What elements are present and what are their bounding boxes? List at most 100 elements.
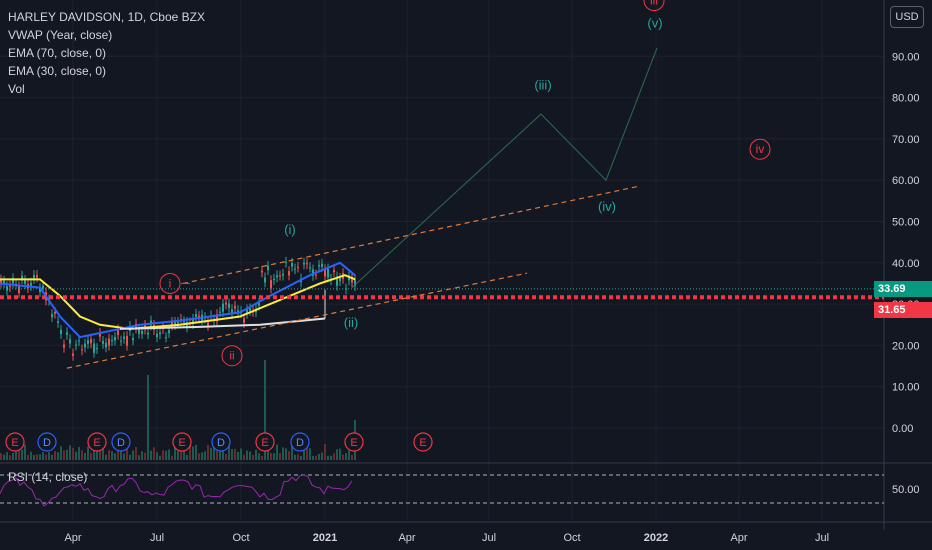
volume-bar	[135, 446, 137, 460]
volume-bar	[114, 453, 116, 460]
candle-body	[276, 275, 278, 278]
volume-bar	[234, 448, 236, 460]
candle-body	[270, 280, 272, 289]
dividend-badge[interactable]	[211, 432, 231, 452]
x-tick-label: Jul	[150, 532, 164, 544]
volume-bar	[201, 452, 203, 460]
wave-label-red: ii	[229, 349, 234, 363]
candle-body	[126, 336, 128, 346]
candle-body	[105, 342, 107, 348]
candle-body	[93, 343, 95, 353]
volume-bar	[309, 448, 311, 460]
volume-bar	[183, 446, 185, 460]
candle-body	[66, 332, 68, 335]
wave-label-red: iii	[650, 0, 658, 8]
candle-body	[123, 336, 125, 339]
volume-bar	[72, 447, 74, 460]
candle-body	[309, 267, 311, 269]
volume-bar	[9, 455, 11, 460]
volume-bar	[99, 450, 101, 460]
candle-body	[315, 274, 317, 276]
volume-bar	[33, 455, 35, 460]
volume-bar	[252, 454, 254, 460]
volume-bar	[276, 444, 278, 460]
volume-bar	[138, 455, 140, 460]
volume-bar	[210, 447, 212, 460]
indicator-ema30[interactable]: EMA (30, close, 0)	[8, 64, 107, 78]
volume-bar	[81, 450, 83, 460]
volume-bar	[345, 452, 347, 460]
volume-bar	[348, 450, 350, 460]
indicator-ema70[interactable]: EMA (70, close, 0)	[8, 46, 107, 60]
volume-bar	[204, 451, 206, 460]
candle-body	[306, 263, 308, 265]
volume-bar	[105, 454, 107, 460]
volume-bar	[132, 450, 134, 460]
y-tick-label: 10.00	[892, 382, 920, 394]
volume-bar	[27, 454, 29, 460]
candle-body	[264, 277, 266, 283]
candle-body	[279, 275, 281, 277]
candle-body	[177, 322, 179, 324]
volume-bar	[150, 450, 152, 460]
volume-bar	[240, 448, 242, 460]
earnings-badge[interactable]	[172, 432, 192, 452]
candle-body	[321, 263, 323, 267]
volume-bar	[321, 452, 323, 460]
level-price-tag: 31.65	[874, 302, 932, 318]
volume-bar	[312, 455, 314, 460]
candle-body	[171, 321, 173, 326]
volume-bar	[153, 447, 155, 460]
volume-bar	[267, 448, 269, 460]
candle-body	[42, 285, 44, 289]
y-tick-label: 90.00	[892, 51, 920, 63]
volume-bar	[162, 450, 164, 460]
candle-body	[324, 269, 326, 277]
candle-body	[219, 311, 221, 313]
dividend-badge[interactable]	[37, 432, 57, 452]
candle-body	[318, 265, 320, 267]
candle-body	[84, 343, 86, 348]
earnings-badge[interactable]	[255, 432, 275, 452]
earnings-badge[interactable]	[87, 432, 107, 452]
earnings-badge[interactable]	[413, 432, 433, 452]
earnings-badge[interactable]	[5, 432, 25, 452]
dividend-badge[interactable]	[290, 432, 310, 452]
volume-bar	[270, 453, 272, 460]
indicator-vol[interactable]: Vol	[8, 82, 25, 96]
x-tick-label: Jul	[815, 532, 829, 544]
candle-body	[102, 340, 104, 344]
candle-body	[327, 268, 329, 278]
candle-body	[99, 332, 101, 337]
wave-label-green: (iv)	[598, 199, 616, 214]
x-tick-label: Jul	[482, 532, 496, 544]
volume-bar	[330, 455, 332, 460]
volume-bar	[54, 451, 56, 460]
candle-body	[231, 309, 233, 314]
candle-body	[108, 338, 110, 346]
wave-label-red: i	[169, 276, 172, 290]
indicator-rsi[interactable]: RSI (14, close)	[8, 470, 88, 484]
volume-bar	[12, 452, 14, 460]
dividend-badge[interactable]	[111, 432, 131, 452]
volume-bar	[66, 449, 68, 460]
candle-body	[165, 337, 167, 339]
channel-upper-line	[182, 185, 639, 285]
volume-bar	[93, 448, 95, 460]
y-tick-label: 80.00	[892, 93, 920, 105]
symbol-title[interactable]: HARLEY DAVIDSON, 1D, Cboe BZX	[8, 10, 205, 24]
candle-body	[9, 285, 11, 288]
volume-bar	[60, 446, 62, 460]
volume-bar	[69, 445, 71, 460]
indicator-vwap[interactable]: VWAP (Year, close)	[8, 28, 113, 42]
volume-bar	[90, 452, 92, 460]
currency-button[interactable]: USD	[890, 6, 924, 28]
volume-bar	[3, 454, 5, 460]
y-tick-label: 0.00	[892, 423, 913, 435]
chart-legend: HARLEY DAVIDSON, 1D, Cboe BZX VWAP (Year…	[8, 8, 205, 98]
volume-bar	[324, 444, 326, 460]
candle-body	[63, 344, 65, 348]
candle-body	[33, 274, 35, 280]
earnings-badge[interactable]	[344, 432, 364, 452]
